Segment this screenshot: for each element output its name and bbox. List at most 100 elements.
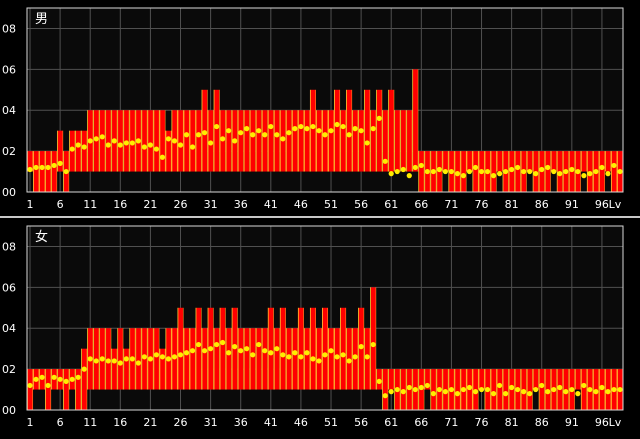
average-point bbox=[244, 126, 250, 132]
average-point bbox=[159, 154, 166, 160]
x-tick-label: 76 bbox=[475, 198, 489, 211]
level-range-bar bbox=[321, 307, 329, 390]
x-tick-label: 16 bbox=[113, 416, 127, 429]
female-level-chart: 00 02 04 06 08 1 6 11 16 21 26 31 36 41 46 51 56 61 66 71 76… bbox=[0, 218, 640, 435]
level-range-bar bbox=[496, 151, 503, 172]
average-point bbox=[503, 168, 509, 175]
average-point bbox=[454, 171, 461, 177]
average-point bbox=[593, 389, 599, 395]
average-point bbox=[280, 136, 286, 142]
level-range-bar bbox=[496, 369, 503, 410]
level-range-bar bbox=[105, 110, 112, 172]
average-point bbox=[352, 126, 358, 132]
level-range-bar bbox=[273, 110, 280, 172]
y-tick-label: 00 bbox=[2, 404, 16, 417]
level-range-bar bbox=[394, 110, 401, 172]
average-point bbox=[448, 168, 455, 175]
level-range-bar bbox=[514, 151, 521, 192]
x-tick-label: 86 bbox=[535, 198, 549, 211]
average-point bbox=[153, 352, 160, 358]
level-range-bar bbox=[99, 110, 106, 172]
average-point bbox=[406, 384, 412, 391]
average-point bbox=[376, 115, 382, 121]
average-point bbox=[45, 382, 51, 389]
level-range-bar bbox=[165, 130, 172, 172]
average-point bbox=[214, 123, 220, 130]
level-range-bar bbox=[370, 110, 377, 172]
average-point bbox=[352, 354, 358, 360]
level-range-bar bbox=[189, 110, 196, 172]
average-point bbox=[129, 356, 135, 362]
average-point bbox=[298, 354, 304, 360]
level-range-bar bbox=[502, 369, 509, 410]
average-point bbox=[328, 128, 334, 134]
average-point bbox=[557, 384, 563, 391]
panel-divider bbox=[0, 216, 640, 218]
average-point bbox=[250, 132, 256, 138]
average-point bbox=[214, 341, 220, 348]
average-point bbox=[478, 168, 485, 175]
average-point bbox=[111, 138, 117, 144]
level-range-bar bbox=[117, 328, 124, 390]
average-point bbox=[141, 144, 147, 150]
average-point bbox=[328, 348, 334, 354]
level-range-bar bbox=[27, 369, 34, 410]
level-range-bar bbox=[33, 151, 40, 192]
x-tick-label: 46 bbox=[294, 198, 308, 211]
level-range-bar bbox=[532, 369, 539, 390]
average-point bbox=[147, 356, 154, 362]
average-point bbox=[99, 134, 105, 140]
average-point bbox=[496, 382, 503, 389]
level-range-bar bbox=[526, 369, 533, 410]
average-point bbox=[105, 358, 111, 364]
average-point bbox=[503, 391, 509, 397]
level-range-bar bbox=[213, 328, 220, 390]
average-point bbox=[141, 354, 147, 360]
average-point bbox=[27, 382, 33, 389]
average-point bbox=[135, 360, 141, 366]
average-point bbox=[220, 136, 226, 142]
average-point bbox=[117, 360, 123, 366]
average-point bbox=[382, 393, 388, 399]
average-point bbox=[466, 168, 473, 175]
average-point bbox=[484, 168, 491, 175]
average-point bbox=[533, 386, 539, 393]
average-point bbox=[232, 344, 238, 350]
x-tick-label: 71 bbox=[444, 198, 458, 211]
average-point bbox=[509, 166, 515, 173]
x-tick-label: 41 bbox=[264, 416, 278, 429]
average-point bbox=[153, 146, 160, 152]
average-point bbox=[521, 168, 527, 175]
average-point bbox=[539, 382, 545, 389]
average-point bbox=[490, 391, 497, 397]
x-tick-label: 26 bbox=[174, 416, 188, 429]
level-range-bar bbox=[249, 110, 256, 172]
average-point bbox=[412, 164, 418, 171]
average-point bbox=[617, 386, 623, 393]
average-point bbox=[364, 140, 370, 146]
average-point bbox=[99, 356, 105, 362]
average-point bbox=[208, 346, 214, 352]
level-range-bar bbox=[219, 307, 226, 390]
level-range-bar bbox=[388, 89, 395, 172]
level-range-bar bbox=[249, 328, 256, 390]
average-point bbox=[509, 384, 515, 391]
average-point bbox=[123, 356, 129, 362]
average-point bbox=[460, 386, 467, 393]
average-point bbox=[430, 168, 436, 175]
average-point bbox=[412, 386, 418, 393]
average-point bbox=[605, 389, 611, 395]
average-point bbox=[310, 123, 316, 130]
average-point bbox=[340, 123, 346, 130]
average-point bbox=[460, 173, 467, 179]
average-point bbox=[256, 341, 262, 348]
level-range-bar bbox=[279, 307, 286, 390]
level-range-bar bbox=[81, 348, 88, 410]
average-point bbox=[238, 348, 244, 354]
x-tick-label: Lv bbox=[609, 198, 622, 211]
level-range-bar bbox=[45, 369, 52, 410]
x-tick-label: 31 bbox=[204, 198, 218, 211]
level-range-bar bbox=[303, 110, 310, 172]
average-point bbox=[171, 354, 178, 360]
